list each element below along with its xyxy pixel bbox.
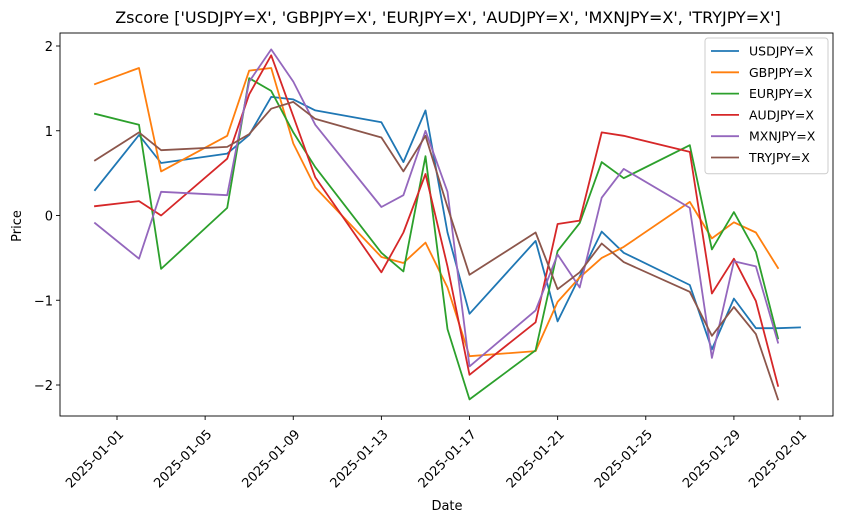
legend-label: GBPJPY=X [749, 65, 813, 80]
series-line-gbpjpy-x [93, 67, 780, 358]
chart-title: Zscore ['USDJPY=X', 'GBPJPY=X', 'EURJPY=… [115, 8, 781, 27]
series-line-mxnjpy-x [93, 48, 780, 368]
y-tick-label: −1 [34, 294, 53, 309]
legend: USDJPY=X GBPJPY=X EURJPY=X AUDJPY=X MXNJPY=X… [704, 37, 829, 175]
y-tick-label: 0 [45, 210, 53, 225]
series-line-tryjpy-x [93, 101, 780, 401]
series-lines [93, 48, 801, 401]
legend-label: EURJPY=X [749, 86, 813, 101]
legend-label: MXNJPY=X [749, 129, 816, 144]
y-tick-label: 2 [45, 40, 53, 55]
plot-area-frame [59, 32, 834, 417]
y-tick-label: −2 [34, 379, 53, 394]
legend-label: AUDJPY=X [749, 107, 814, 122]
y-axis-ticks: −2 −1 0 1 2 [34, 40, 60, 394]
y-tick-label: 1 [45, 125, 53, 140]
x-axis-title: Date [431, 499, 462, 514]
legend-label: TRYJPY=X [748, 150, 810, 165]
y-axis-title: Price [10, 210, 25, 242]
legend-label: USDJPY=X [749, 44, 814, 59]
